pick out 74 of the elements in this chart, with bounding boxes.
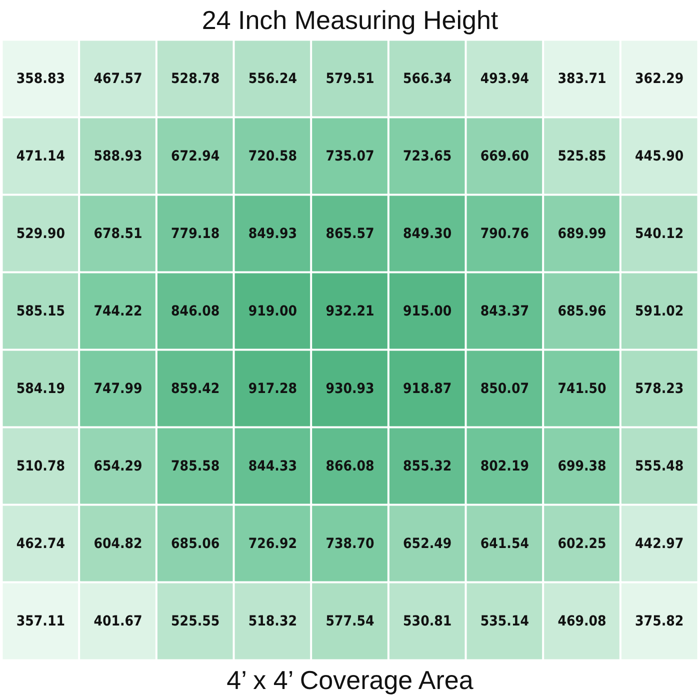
data-label: 442.97: [635, 536, 684, 552]
data-label: 530.81: [403, 613, 452, 630]
data-label: 849.30: [403, 226, 452, 242]
data-label: 535.14: [480, 613, 530, 630]
data-label: 699.38: [558, 458, 606, 474]
data-label: 383.71: [558, 70, 606, 87]
chart-title: 24 Inch Measuring Height: [202, 5, 499, 35]
data-label: 844.33: [248, 458, 297, 474]
data-label: 641.54: [480, 536, 530, 552]
data-label: 578.23: [635, 380, 684, 397]
data-label: 849.93: [248, 226, 297, 242]
data-label: 588.93: [94, 148, 142, 164]
data-label: 604.82: [94, 536, 142, 552]
data-label: 785.58: [171, 458, 220, 474]
data-label: 528.78: [171, 70, 220, 87]
data-label: 866.08: [326, 458, 374, 474]
data-label: 689.99: [558, 226, 606, 242]
data-label: 918.87: [403, 380, 452, 397]
data-label: 738.70: [326, 536, 375, 552]
data-label: 525.55: [171, 613, 220, 630]
data-label: 747.99: [94, 380, 142, 397]
data-label: 685.06: [171, 536, 220, 552]
data-label: 720.58: [248, 148, 297, 164]
data-label: 850.07: [480, 380, 529, 397]
data-label: 357.11: [16, 613, 65, 630]
data-label: 672.94: [171, 148, 220, 164]
data-label: 843.37: [480, 303, 529, 320]
data-label: 467.57: [94, 70, 142, 87]
data-label: 919.00: [248, 303, 298, 320]
data-label: 555.48: [635, 458, 684, 474]
data-label: 723.65: [403, 148, 452, 164]
data-label: 652.49: [403, 536, 452, 552]
data-label: 584.19: [16, 380, 65, 397]
data-label: 726.92: [248, 536, 297, 552]
data-label: 654.29: [94, 458, 142, 474]
data-label: 577.54: [326, 613, 375, 630]
data-label: 591.02: [635, 303, 684, 320]
data-label: 375.82: [635, 613, 684, 630]
data-label: 735.07: [326, 148, 374, 164]
data-label: 469.08: [558, 613, 606, 630]
data-label: 779.18: [171, 226, 220, 242]
data-label: 556.24: [248, 70, 298, 87]
data-label: 915.00: [403, 303, 452, 320]
data-label: 493.94: [480, 70, 530, 87]
data-label: 744.22: [94, 303, 142, 320]
data-label: 401.67: [94, 613, 142, 630]
data-label: 540.12: [635, 226, 684, 242]
data-label: 602.25: [558, 536, 606, 552]
data-label: 846.08: [171, 303, 220, 320]
data-label: 865.57: [326, 226, 374, 242]
data-label: 790.76: [480, 226, 530, 242]
x-axis-title: 4’ x 4’ Coverage Area: [226, 665, 474, 695]
data-label: 471.14: [16, 148, 66, 164]
data-label: 518.32: [248, 613, 297, 630]
data-label: 579.51: [326, 70, 374, 87]
data-label: 917.28: [248, 380, 297, 397]
data-label: 930.93: [326, 380, 374, 397]
data-label: 802.19: [480, 458, 529, 474]
data-label: 685.96: [558, 303, 607, 320]
data-label: 362.29: [635, 70, 684, 87]
data-label: 510.78: [16, 458, 65, 474]
data-label: 741.50: [558, 380, 607, 397]
data-label: 669.60: [480, 148, 530, 164]
data-label: 678.51: [94, 226, 142, 242]
data-label: 525.85: [558, 148, 606, 164]
data-label: 462.74: [16, 536, 66, 552]
data-label: 932.21: [326, 303, 374, 320]
data-label: 445.90: [635, 148, 684, 164]
data-label: 859.42: [171, 380, 220, 397]
data-label: 566.34: [403, 70, 452, 87]
data-label: 585.15: [16, 303, 65, 320]
data-label: 529.90: [16, 226, 66, 242]
data-label: 358.83: [16, 70, 65, 87]
data-label: 855.32: [403, 458, 452, 474]
